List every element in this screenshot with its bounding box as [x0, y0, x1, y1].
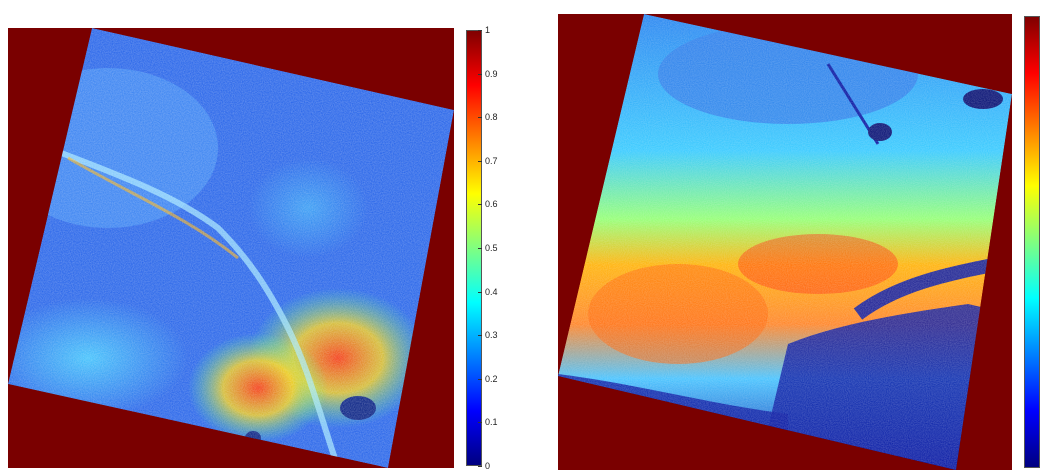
colorbar-tick-mark	[478, 422, 482, 424]
colorbar-tick-label: 0.4	[485, 286, 498, 297]
left-map-svg	[8, 28, 454, 468]
right-colorbar	[1024, 16, 1040, 468]
colorbar-tick-label: 1	[485, 25, 491, 35]
colorbar-tick-mark	[478, 248, 482, 249]
colorbar-tick-label: 0.2	[485, 373, 498, 384]
colorbar-tick-label: 0	[485, 461, 491, 471]
right-scene	[558, 14, 1012, 470]
colorbar-tick-mark	[478, 117, 482, 119]
colorbar-tick-label: 0.7	[485, 155, 498, 166]
colorbar-tick-label: 0.3	[485, 330, 498, 341]
colorbar-tick-label: 0.8	[485, 112, 498, 123]
colorbar-tick-label: 0.9	[485, 68, 498, 79]
colorbar-tick-mark	[478, 204, 482, 206]
colorbar-tick-label: 0.5	[485, 243, 498, 253]
left-satellite-map	[8, 28, 454, 468]
colorbar-tick-mark	[478, 335, 482, 337]
colorbar-tick-mark	[478, 291, 482, 293]
colorbar-tick-mark	[478, 160, 482, 162]
colorbar-tick-label: 0.6	[485, 199, 498, 210]
colorbar-tick-mark	[478, 73, 482, 75]
colorbar-tick-label: 0.1	[485, 417, 498, 428]
colorbar-tick-mark	[478, 30, 482, 31]
colorbar-tick-mark	[478, 378, 482, 380]
right-map-svg	[558, 14, 1012, 470]
right-satellite-map	[558, 14, 1012, 470]
colorbar-tick-mark	[478, 466, 482, 467]
